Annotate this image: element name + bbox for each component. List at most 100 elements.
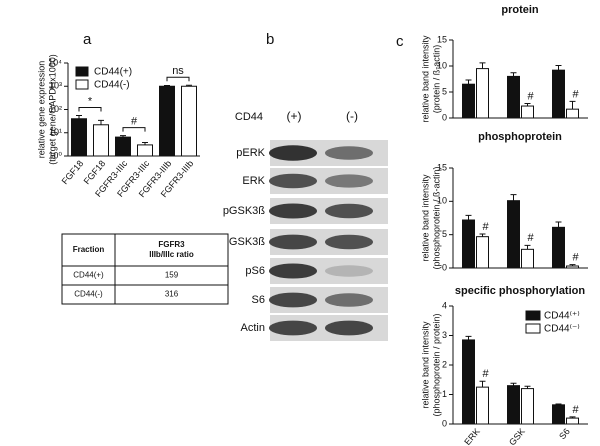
bracket bbox=[78, 107, 102, 112]
bar bbox=[507, 75, 520, 119]
bar bbox=[137, 144, 153, 157]
blot-band bbox=[269, 234, 317, 250]
blot-band bbox=[269, 203, 317, 219]
annotation: # bbox=[527, 90, 534, 102]
bar bbox=[552, 404, 565, 425]
annotation: # bbox=[482, 368, 489, 380]
error-bar bbox=[555, 403, 562, 405]
blot-band bbox=[325, 320, 373, 336]
error-bar bbox=[479, 62, 486, 69]
error-bar bbox=[465, 335, 472, 340]
bar bbox=[476, 386, 489, 425]
bar bbox=[552, 226, 565, 269]
blot-label: Actin bbox=[241, 322, 265, 334]
y-tick-label: 10⁰ bbox=[48, 150, 62, 160]
bar bbox=[181, 85, 197, 157]
annotation: # bbox=[527, 232, 534, 244]
x-tick-label: S6 bbox=[557, 426, 572, 441]
table-header: Fraction bbox=[73, 245, 105, 254]
legend-swatch bbox=[75, 79, 89, 90]
blot-band bbox=[325, 203, 373, 219]
y-axis-label: (protein / ß-actin) bbox=[431, 45, 441, 114]
table-header: FGFR3 bbox=[158, 240, 185, 249]
y-axis-label: (target gene/GAPDHx1000) bbox=[47, 54, 57, 165]
bar bbox=[566, 108, 579, 119]
blot-band bbox=[269, 145, 317, 161]
blot-band bbox=[269, 292, 317, 308]
bar bbox=[476, 68, 489, 119]
y-tick-label: 1 bbox=[442, 389, 447, 399]
annotation: ns bbox=[172, 65, 184, 77]
table-border bbox=[61, 233, 229, 305]
blot-header: CD44 bbox=[235, 111, 263, 123]
blot-band bbox=[269, 173, 317, 189]
error-bar bbox=[510, 194, 517, 201]
bar bbox=[71, 118, 87, 157]
error-bar bbox=[569, 416, 576, 419]
error-bar bbox=[465, 79, 472, 85]
bracket bbox=[122, 127, 146, 132]
error-bar bbox=[98, 119, 104, 125]
error-bar bbox=[142, 142, 148, 145]
blot-band bbox=[269, 263, 317, 279]
error-bar bbox=[569, 100, 576, 110]
chart-title: protein bbox=[501, 4, 539, 16]
table-cell: 159 bbox=[165, 271, 179, 280]
x-tick-label: FGF18 bbox=[60, 158, 86, 186]
error-bar bbox=[569, 264, 576, 266]
table-cell: 316 bbox=[165, 290, 179, 299]
annotation: # bbox=[572, 252, 579, 264]
y-tick-label: 0 bbox=[442, 262, 447, 272]
legend-swatch bbox=[525, 323, 541, 334]
bar bbox=[507, 385, 520, 425]
bar bbox=[566, 417, 579, 425]
table-header: IIIb/IIIc ratio bbox=[149, 250, 194, 259]
y-axis-label: relative band intensity bbox=[420, 174, 430, 262]
y-tick-label: 5 bbox=[442, 229, 447, 239]
y-tick-label: 15 bbox=[437, 162, 447, 172]
x-tick-label: GSK bbox=[507, 426, 527, 446]
annotation: # bbox=[572, 404, 579, 416]
blot-label: ERK bbox=[242, 175, 265, 187]
bar bbox=[115, 136, 131, 157]
error-bar bbox=[510, 72, 517, 77]
bar bbox=[462, 219, 475, 269]
blot-band bbox=[325, 234, 373, 250]
legend-label: CD44⁽⁺⁾ bbox=[544, 311, 580, 322]
y-tick-label: 0 bbox=[442, 112, 447, 122]
legend-label: CD44(+) bbox=[94, 67, 132, 78]
error-bar bbox=[120, 135, 126, 138]
y-axis-label: relative band intensity bbox=[420, 35, 430, 123]
blot-label: pS6 bbox=[245, 265, 265, 277]
legend-label: CD44(-) bbox=[94, 80, 130, 91]
panel-label: a bbox=[83, 31, 92, 48]
table-cell: CD44(+) bbox=[73, 271, 104, 280]
annotation: * bbox=[88, 95, 93, 107]
blot-label: pGSK3ß bbox=[223, 205, 265, 217]
y-tick-label: 10² bbox=[49, 104, 62, 114]
bar bbox=[476, 236, 489, 269]
blot-label: GSK3ß bbox=[229, 236, 265, 248]
annotation: # bbox=[482, 221, 489, 233]
annotation: # bbox=[131, 116, 138, 128]
bar bbox=[521, 248, 534, 269]
x-tick-label: ERK bbox=[462, 426, 482, 446]
blot-band bbox=[325, 174, 373, 188]
y-tick-label: 10³ bbox=[49, 81, 62, 91]
blot-band bbox=[325, 146, 373, 160]
y-tick-label: 10⁴ bbox=[48, 57, 62, 67]
error-bar bbox=[76, 115, 82, 119]
error-bar bbox=[479, 233, 486, 237]
error-bar bbox=[555, 221, 562, 228]
error-bar bbox=[524, 102, 531, 107]
bar bbox=[159, 85, 175, 157]
error-bar bbox=[164, 84, 170, 87]
bar bbox=[521, 388, 534, 425]
bar bbox=[462, 339, 475, 425]
y-axis-label: (phosphoprotein / ß-actin) bbox=[431, 166, 441, 269]
legend-swatch bbox=[75, 66, 89, 77]
y-tick-label: 5 bbox=[442, 86, 447, 96]
bar bbox=[552, 69, 565, 119]
blot-band bbox=[325, 265, 373, 277]
